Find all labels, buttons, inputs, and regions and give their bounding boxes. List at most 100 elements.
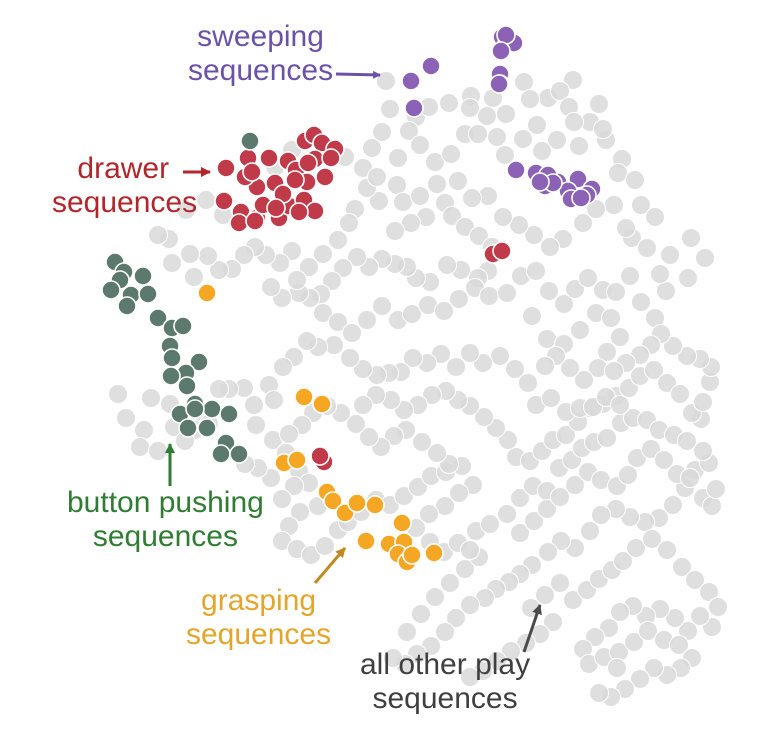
point-all-other-play-sequences-140 xyxy=(660,245,680,265)
point-all-other-play-sequences-288 xyxy=(272,489,292,509)
point-all-other-play-sequences-254 xyxy=(538,542,558,562)
point-all-other-play-sequences-346 xyxy=(685,570,705,590)
point-all-other-play-sequences-90 xyxy=(427,174,447,194)
point-all-other-play-sequences-135 xyxy=(620,266,640,286)
point-all-other-play-sequences-158 xyxy=(518,373,538,393)
point-all-other-play-sequences-87 xyxy=(387,175,407,195)
point-all-other-play-sequences-136 xyxy=(631,292,651,312)
point-all-other-play-sequences-269 xyxy=(425,587,445,607)
grasping-label-line-1: grasping xyxy=(201,584,317,617)
point-button-pushing-sequences-13 xyxy=(162,348,182,368)
point-all-other-play-sequences-19 xyxy=(410,135,430,155)
series-button-pushing-sequences xyxy=(101,131,260,464)
point-all-other-play-sequences-174 xyxy=(297,331,317,351)
point-grasping-sequences-8 xyxy=(347,493,367,513)
point-grasping-sequences-2 xyxy=(312,394,332,414)
point-drawer-sequences-26 xyxy=(315,167,335,187)
point-all-other-play-sequences-401 xyxy=(702,496,722,516)
point-all-other-play-sequences-337 xyxy=(563,590,583,610)
point-all-other-play-sequences-131 xyxy=(565,279,585,299)
point-all-other-play-sequences-386 xyxy=(510,523,530,543)
point-all-other-play-sequences-16 xyxy=(399,121,419,141)
point-grasping-sequences-6 xyxy=(323,491,343,511)
point-drawer-sequences-0 xyxy=(216,158,236,178)
point-all-other-play-sequences-245 xyxy=(663,495,683,515)
point-all-other-play-sequences-395 xyxy=(627,448,647,468)
button-pushing-label: button pushing sequences xyxy=(67,486,264,554)
point-all-other-play-sequences-404 xyxy=(693,441,713,461)
point-all-other-play-sequences-120 xyxy=(402,304,422,324)
point-sweeping-sequences-2 xyxy=(404,98,424,118)
drawer-label-line-2: sequences xyxy=(52,186,198,219)
other-play-label: all other play sequences xyxy=(360,648,530,716)
point-grasping-sequences-16 xyxy=(402,545,422,565)
point-all-other-play-sequences-154 xyxy=(574,370,594,390)
point-all-other-play-sequences-303 xyxy=(644,360,664,380)
point-all-other-play-sequences-129 xyxy=(539,281,559,301)
point-all-other-play-sequences-163 xyxy=(446,357,466,377)
point-all-other-play-sequences-348 xyxy=(708,597,728,617)
point-all-other-play-sequences-192 xyxy=(148,441,168,461)
other-play-label-line-1: all other play xyxy=(360,648,531,681)
point-button-pushing-sequences-16 xyxy=(161,366,181,386)
point-all-other-play-sequences-376 xyxy=(543,612,563,632)
point-all-other-play-sequences-92 xyxy=(455,217,475,237)
point-all-other-play-sequences-39 xyxy=(625,170,645,190)
point-all-other-play-sequences-343 xyxy=(642,529,662,549)
point-all-other-play-sequences-357 xyxy=(599,618,619,638)
grasping-label: grasping sequences xyxy=(186,584,331,652)
point-all-other-play-sequences-151 xyxy=(610,327,630,347)
point-all-other-play-sequences-220 xyxy=(419,504,439,524)
point-all-other-play-sequences-118 xyxy=(372,296,392,316)
point-button-pushing-sequences-0 xyxy=(240,131,260,151)
point-all-other-play-sequences-34 xyxy=(564,112,584,132)
point-all-other-play-sequences-241 xyxy=(677,431,697,451)
point-all-other-play-sequences-72 xyxy=(209,260,229,280)
point-all-other-play-sequences-80 xyxy=(196,190,216,210)
point-grasping-sequences-1 xyxy=(294,387,314,407)
point-all-other-play-sequences-159 xyxy=(505,359,525,379)
point-all-other-play-sequences-152 xyxy=(597,342,617,362)
point-button-pushing-sequences-9 xyxy=(148,308,168,328)
point-all-other-play-sequences-206 xyxy=(315,536,335,556)
point-all-other-play-sequences-166 xyxy=(403,348,423,368)
point-all-other-play-sequences-89 xyxy=(410,186,430,206)
point-all-other-play-sequences-126 xyxy=(497,283,517,303)
point-button-pushing-sequences-20 xyxy=(219,404,239,424)
point-all-other-play-sequences-324 xyxy=(422,385,442,405)
point-all-other-play-sequences-251 xyxy=(580,521,600,541)
point-button-pushing-sequences-14 xyxy=(189,352,209,372)
point-drawer-sequences-30 xyxy=(242,162,262,182)
point-all-other-play-sequences-21 xyxy=(441,144,461,164)
point-all-other-play-sequences-73 xyxy=(198,246,218,266)
point-all-other-play-sequences-141 xyxy=(678,268,698,288)
sweeping-arrow xyxy=(335,70,381,79)
point-all-other-play-sequences-0 xyxy=(376,71,396,91)
point-all-other-play-sequences-356 xyxy=(610,602,630,622)
point-all-other-play-sequences-23 xyxy=(487,127,507,147)
point-all-other-play-sequences-397 xyxy=(654,450,674,470)
point-drawer-sequences-31 xyxy=(266,198,286,218)
point-all-other-play-sequences-394 xyxy=(618,465,638,485)
button-pushing-label-line-2: sequences xyxy=(92,520,238,553)
point-all-other-play-sequences-157 xyxy=(535,356,555,376)
point-all-other-play-sequences-18 xyxy=(388,148,408,168)
point-all-other-play-sequences-227 xyxy=(497,504,517,524)
point-all-other-play-sequences-296 xyxy=(556,425,576,445)
point-all-other-play-sequences-375 xyxy=(607,658,627,678)
grasping-label-line-2: sequences xyxy=(186,618,332,651)
point-all-other-play-sequences-49 xyxy=(524,225,544,245)
point-button-pushing-sequences-17 xyxy=(177,376,197,396)
point-all-other-play-sequences-122 xyxy=(434,301,454,321)
point-all-other-play-sequences-287 xyxy=(284,476,304,496)
point-all-other-play-sequences-14 xyxy=(380,99,400,119)
point-all-other-play-sequences-59 xyxy=(369,191,389,211)
point-drawer-sequences-2 xyxy=(259,148,279,168)
point-all-other-play-sequences-304 xyxy=(657,373,677,393)
point-all-other-play-sequences-267 xyxy=(397,622,417,642)
point-all-other-play-sequences-38 xyxy=(608,163,628,183)
button-pushing-label-line-1: button pushing xyxy=(67,486,264,519)
point-all-other-play-sequences-370 xyxy=(644,658,664,678)
point-all-other-play-sequences-385 xyxy=(550,573,570,593)
